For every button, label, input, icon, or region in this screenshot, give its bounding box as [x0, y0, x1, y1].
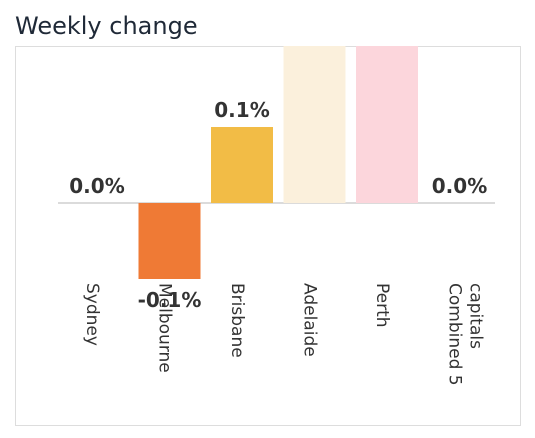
bar-perth	[356, 46, 418, 203]
x-tick-label-line: Brisbane	[227, 283, 247, 358]
data-label: -0.1%	[138, 288, 202, 312]
data-label: 0.1%	[214, 98, 269, 122]
x-tick-label-line: Perth	[372, 283, 392, 328]
chart-title: Weekly change	[15, 12, 198, 40]
x-tick-label: Adelaide	[300, 283, 320, 357]
bar-adelaide	[283, 46, 346, 203]
x-tick-label-line: Sydney	[82, 283, 102, 346]
bar-brisbane	[211, 127, 273, 203]
x-tick-label: Combined 5capitals	[445, 283, 486, 386]
x-tick-label-line: capitals	[466, 283, 486, 349]
x-tick-label: Sydney	[82, 283, 102, 346]
x-tick-label: Melbourne	[155, 283, 175, 373]
x-tick-label: Brisbane	[227, 283, 247, 358]
bar-melbourne	[138, 203, 201, 279]
x-tick-label-line: Adelaide	[300, 283, 320, 357]
x-tick-label-line: Combined 5	[445, 283, 465, 386]
x-tick-label: Perth	[372, 283, 392, 328]
data-label: 0.0%	[69, 174, 124, 198]
bar-chart: 0.0%Sydney-0.1%Melbourne0.1%Brisbane0.3%…	[58, 46, 495, 386]
chart-panel	[15, 46, 521, 426]
data-label: 0.0%	[432, 174, 487, 198]
x-tick-label-line: Melbourne	[155, 283, 175, 373]
